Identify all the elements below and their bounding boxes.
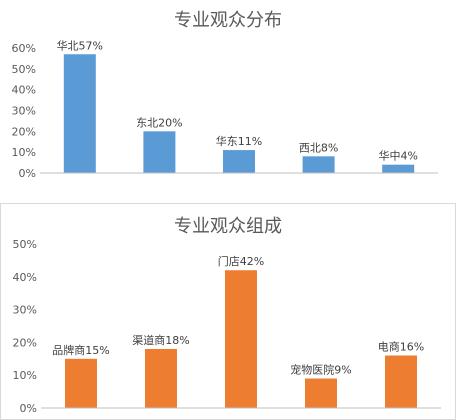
y-tick-label: 40% (13, 271, 37, 284)
y-tick-label: 0% (19, 167, 36, 180)
y-tick-label: 10% (13, 369, 37, 382)
chart-panel-distribution: 专业观众分布 0% 10% 20% 30% 40% 50% 60% 华北57% 东北20% 华东1… (0, 0, 456, 190)
data-label: 东北20% (136, 116, 182, 129)
data-label: 宠物医院9% (290, 362, 351, 376)
y-tick-label: 30% (13, 304, 37, 317)
bar (145, 348, 177, 408)
bar (305, 378, 337, 408)
data-label: 华北57% (57, 38, 103, 52)
bar (63, 54, 96, 173)
chart-panel-composition: 专业观众组成 0% 10% 20% 30% 40% 50% 品牌商15% 渠道商18% 门店42… (0, 203, 456, 420)
y-tick-label: 50% (13, 238, 37, 251)
y-tick-label: 20% (12, 125, 36, 138)
bar (65, 358, 97, 408)
data-label: 品牌商15% (52, 343, 109, 357)
bar (143, 131, 176, 173)
y-tick-label: 50% (12, 63, 36, 76)
chart-title: 专业观众分布 (174, 10, 282, 31)
data-label: 渠道商18% (132, 333, 189, 347)
data-label: 门店42% (218, 254, 264, 268)
y-tick-label: 60% (12, 42, 36, 55)
y-tick-label: 20% (13, 336, 37, 349)
bar (225, 270, 257, 408)
y-tick-label: 10% (12, 146, 36, 159)
bar (385, 355, 417, 408)
chart-distribution: 专业观众分布 0% 10% 20% 30% 40% 50% 60% 华北57% 东北20% 华东1… (12, 10, 438, 180)
data-label: 华中4% (378, 149, 417, 163)
data-label: 华东11% (216, 134, 262, 148)
data-label: 电商16% (378, 340, 424, 354)
bar (223, 150, 255, 173)
chart-composition: 专业观众组成 0% 10% 20% 30% 40% 50% 品牌商15% 渠道商18% 门店42… (13, 216, 441, 415)
bar (382, 164, 415, 173)
data-label: 西北8% (299, 141, 338, 154)
bar (302, 156, 335, 173)
chart-title: 专业观众组成 (174, 216, 282, 237)
y-tick-label: 30% (12, 105, 36, 118)
y-tick-label: 40% (12, 84, 36, 97)
y-tick-label: 0% (20, 402, 37, 415)
